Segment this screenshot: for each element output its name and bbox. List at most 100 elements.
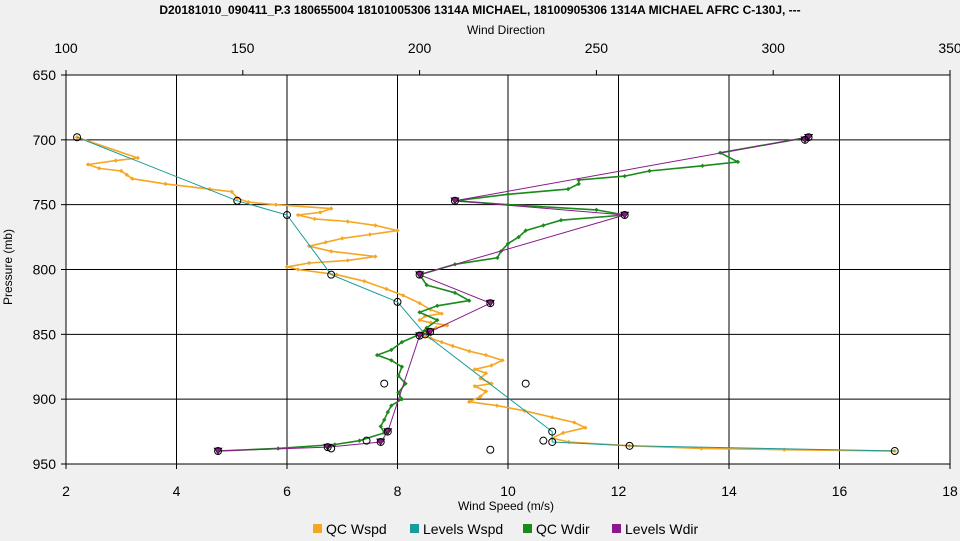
data-point-ring	[376, 437, 385, 446]
data-point	[367, 232, 373, 237]
data-point	[376, 438, 386, 446]
data-point	[306, 260, 312, 266]
data-point	[516, 234, 521, 240]
legend-label: Levels Wspd	[423, 521, 503, 537]
legend: QC Wspd Levels Wspd QC Wdir Levels Wdir	[313, 521, 698, 537]
data-point	[647, 168, 652, 174]
y-tick-label: 950	[33, 456, 57, 472]
data-point	[450, 197, 460, 205]
extra-marker	[327, 444, 336, 453]
bottom-axis-label: Wind Speed (m/s)	[458, 499, 554, 513]
data-point	[700, 163, 705, 168]
data-point	[505, 241, 511, 246]
legend-swatch	[612, 524, 621, 533]
data-point	[735, 159, 741, 165]
data-point	[622, 173, 627, 179]
data-point	[135, 155, 141, 161]
data-point	[417, 317, 422, 323]
data-point	[327, 270, 336, 279]
data-point	[389, 347, 394, 353]
data-point	[505, 192, 511, 197]
series-layer	[73, 133, 899, 456]
data-point	[483, 352, 489, 358]
data-point	[435, 303, 440, 309]
data-point	[565, 186, 571, 192]
data-point	[374, 352, 380, 358]
data-point	[483, 371, 489, 376]
data-point	[233, 196, 242, 205]
data-point	[439, 311, 444, 316]
data-point	[450, 343, 455, 349]
data-point	[130, 176, 135, 181]
data-point	[572, 420, 577, 425]
data-point-ring	[426, 327, 435, 336]
data-point	[385, 409, 390, 415]
data-point	[396, 390, 401, 395]
data-point	[400, 293, 406, 298]
data-point	[890, 447, 899, 456]
bottom-tick-label: 6	[283, 483, 291, 499]
data-point	[478, 394, 483, 399]
data-point	[323, 240, 328, 245]
extra-marker	[486, 445, 495, 454]
data-point	[389, 403, 394, 408]
series-levels-wdir	[213, 133, 814, 456]
data-point	[357, 438, 362, 443]
data-point	[373, 223, 378, 228]
data-point	[467, 348, 472, 354]
legend-label: QC Wspd	[326, 521, 387, 537]
data-point	[96, 166, 102, 171]
series-line	[217, 136, 809, 452]
data-point	[345, 219, 350, 224]
data-point	[467, 399, 472, 404]
tick-labels: 2 4 6 8 10 12 14 16 18 100 150 200 250 300 350 650 700 75…	[33, 40, 960, 499]
y-tick-label: 850	[33, 326, 57, 342]
bottom-tick-label: 2	[62, 483, 70, 499]
data-point	[548, 437, 557, 446]
data-point	[483, 389, 489, 394]
data-point	[73, 133, 82, 142]
y-tick-label: 650	[33, 67, 57, 83]
data-point	[399, 364, 405, 369]
legend-label: Levels Wdir	[625, 521, 698, 537]
y-tick-label: 700	[33, 132, 57, 148]
data-point	[435, 317, 440, 323]
data-point	[124, 172, 129, 178]
data-point	[472, 367, 478, 372]
legend-swatch	[410, 524, 419, 533]
data-point	[334, 272, 339, 277]
bottom-tick-label: 4	[173, 483, 181, 499]
data-point	[558, 218, 564, 223]
data-point	[500, 358, 505, 363]
data-point-ring	[383, 427, 392, 436]
data-point-ring	[620, 211, 629, 220]
legend-swatch	[523, 524, 532, 533]
bottom-tick-label: 8	[394, 483, 402, 499]
data-point	[494, 403, 500, 408]
data-point-ring	[415, 331, 424, 340]
data-point	[382, 417, 387, 423]
bottom-tick-label: 10	[500, 483, 516, 499]
data-point	[583, 425, 588, 430]
data-point	[424, 282, 429, 288]
data-point	[576, 177, 581, 183]
top-tick-label: 150	[231, 40, 255, 56]
data-point	[163, 181, 168, 187]
y-axis-label: Pressure (mb)	[1, 229, 15, 305]
y-tick-label: 750	[33, 197, 57, 213]
data-point	[306, 243, 312, 249]
data-point	[395, 228, 400, 233]
data-point	[495, 255, 500, 261]
data-point-ring	[804, 133, 813, 142]
extra-marker	[380, 379, 389, 388]
data-point	[541, 223, 546, 228]
series-levels-wspd	[73, 133, 899, 456]
extra-markers	[327, 379, 548, 454]
data-point	[74, 135, 80, 140]
data-point	[295, 267, 301, 272]
data-point	[523, 228, 528, 233]
data-point	[283, 211, 291, 220]
data-point	[399, 339, 405, 345]
data-point	[329, 206, 334, 211]
